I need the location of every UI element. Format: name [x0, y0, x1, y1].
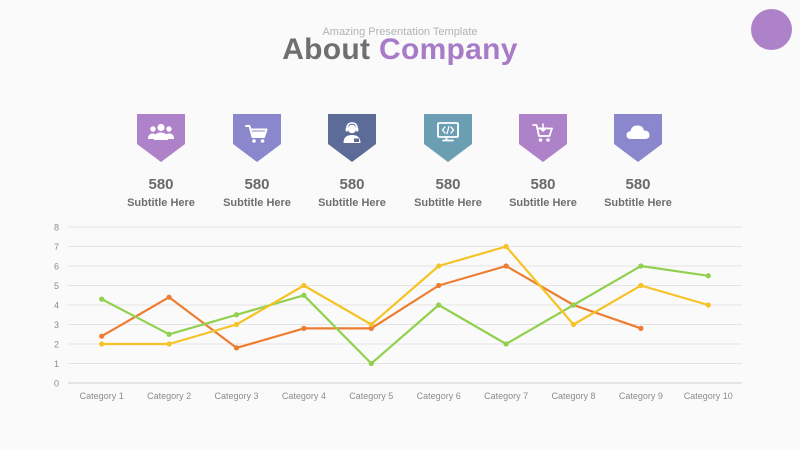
- stat-value: 580: [148, 176, 174, 193]
- stat-label: Subtitle Here: [223, 197, 291, 209]
- data-point: [368, 360, 374, 367]
- data-point: [99, 333, 105, 339]
- data-point: [705, 273, 711, 279]
- y-tick-label: 7: [54, 242, 59, 252]
- stat-block-3: 580 Subtitle Here: [302, 114, 402, 210]
- stat-block-4: 580 Subtitle Here: [398, 114, 498, 210]
- x-tick-label: Category 8: [551, 391, 595, 401]
- title-accent: Company: [378, 33, 518, 66]
- data-point: [99, 341, 105, 347]
- data-point: [166, 341, 172, 347]
- x-tick-label: Category 6: [417, 391, 461, 401]
- stat-block-5: 580 Subtitle Here: [493, 114, 593, 210]
- stat-value: 580: [339, 176, 365, 193]
- x-tick-label: Category 4: [282, 391, 326, 401]
- x-tick-label: Category 2: [147, 391, 191, 401]
- support-agent-icon: [328, 114, 376, 162]
- x-tick-label: Category 10: [684, 391, 733, 401]
- data-point: [233, 312, 240, 318]
- data-point: [436, 302, 442, 308]
- data-point: [705, 302, 711, 308]
- stat-value: 580: [244, 176, 270, 193]
- stat-label: Subtitle Here: [604, 197, 672, 209]
- x-tick-label: Category 1: [80, 391, 124, 401]
- stat-label: Subtitle Here: [318, 197, 386, 209]
- y-tick-label: 5: [54, 281, 59, 291]
- y-tick-label: 2: [54, 340, 59, 350]
- stat-block-1: 580 Subtitle Here: [111, 114, 211, 210]
- y-tick-label: 8: [54, 223, 59, 233]
- stat-block-2: 580 Subtitle Here: [207, 114, 307, 210]
- x-tick-label: Category 5: [349, 391, 393, 401]
- cart-icon: [233, 114, 281, 162]
- series-line-3: [100, 245, 710, 346]
- x-tick-label: Category 7: [484, 391, 528, 401]
- title-main: About: [282, 33, 371, 66]
- data-point: [368, 325, 374, 331]
- data-point: [638, 263, 644, 269]
- data-point: [638, 282, 644, 289]
- stat-value: 580: [435, 176, 461, 193]
- data-point: [166, 331, 172, 337]
- kicker-text: Amazing Presentation Template: [322, 26, 478, 38]
- stat-value: 580: [530, 176, 556, 193]
- data-point: [368, 321, 374, 328]
- data-point: [436, 282, 442, 289]
- stat-block-6: 580 Subtitle Here: [588, 114, 688, 210]
- y-tick-label: 1: [54, 359, 59, 369]
- x-tick-label: Category 3: [214, 391, 258, 401]
- data-point: [638, 325, 644, 331]
- data-point: [99, 296, 105, 302]
- data-point: [301, 292, 307, 298]
- data-point: [233, 345, 240, 351]
- y-tick-label: 3: [54, 320, 59, 330]
- stat-label: Subtitle Here: [127, 197, 195, 209]
- stat-value: 580: [625, 176, 651, 193]
- y-tick-label: 6: [54, 262, 59, 272]
- data-point: [503, 341, 509, 347]
- data-point: [503, 243, 509, 250]
- data-point: [301, 282, 307, 289]
- cloud-icon: [614, 114, 662, 162]
- x-tick-label: Category 9: [619, 391, 663, 401]
- monitor-code-icon: [424, 114, 472, 162]
- page-title: About Company: [0, 33, 800, 67]
- series-line-2: [100, 264, 710, 365]
- data-point: [503, 263, 509, 269]
- basket-icon: [519, 114, 567, 162]
- data-point: [436, 263, 442, 269]
- data-point: [570, 321, 577, 328]
- y-tick-label: 4: [54, 301, 59, 311]
- data-point: [301, 325, 307, 331]
- users-icon: [137, 114, 185, 162]
- stat-label: Subtitle Here: [414, 197, 482, 209]
- series-line-1: [100, 264, 643, 349]
- data-point: [166, 294, 172, 300]
- y-tick-label: 0: [54, 379, 59, 389]
- corner-circle-decoration: [751, 9, 792, 50]
- data-point: [233, 321, 240, 328]
- data-point: [570, 302, 577, 308]
- stat-label: Subtitle Here: [509, 197, 577, 209]
